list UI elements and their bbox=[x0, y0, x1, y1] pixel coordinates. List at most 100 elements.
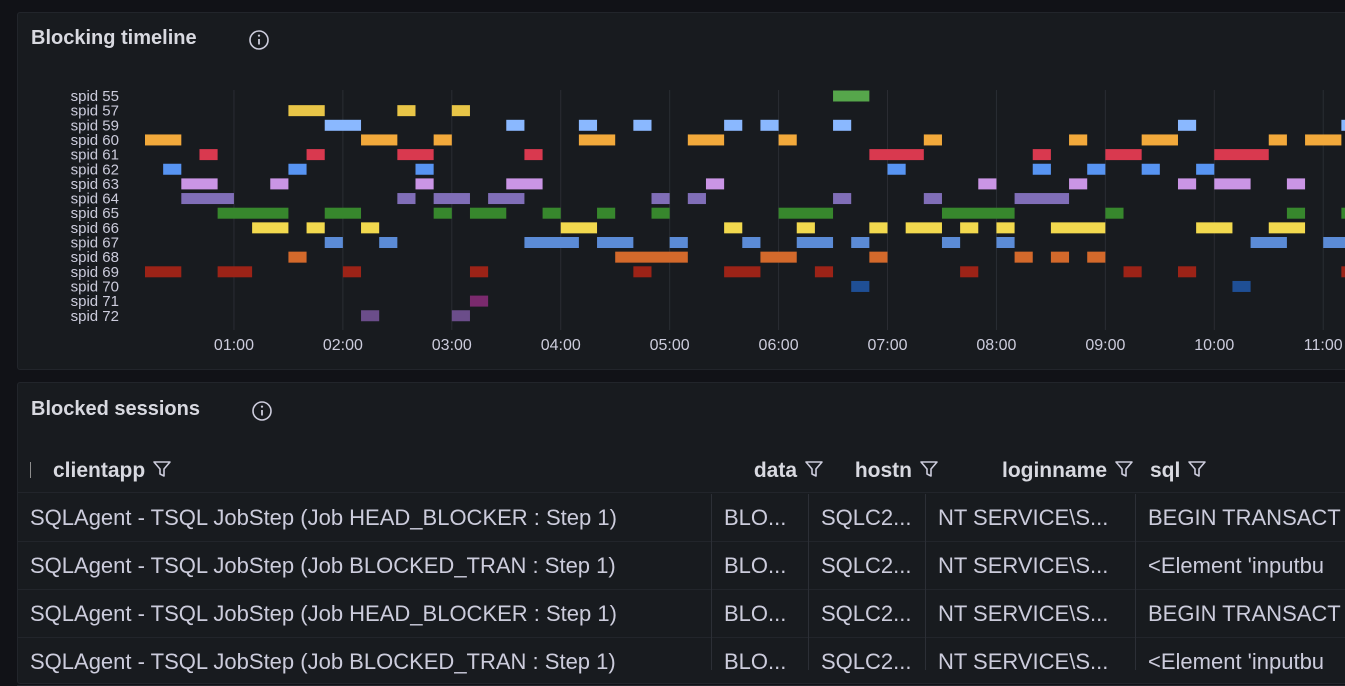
timeline-bar bbox=[379, 237, 398, 248]
timeline-bar bbox=[199, 149, 218, 161]
timeline-bar bbox=[669, 237, 688, 248]
row-label: spid 71 bbox=[71, 293, 119, 310]
column-header[interactable]: hostn bbox=[825, 450, 940, 492]
timeline-bar bbox=[415, 178, 434, 190]
timeline-bar bbox=[1305, 134, 1342, 146]
column-header[interactable]: sql bbox=[1150, 450, 1330, 492]
x-tick-label: 05:00 bbox=[650, 337, 690, 354]
timeline-bar bbox=[288, 163, 307, 175]
timeline-bar bbox=[796, 222, 815, 234]
timeline-bar bbox=[1196, 222, 1233, 234]
table-cell: SQLAgent - TSQL JobStep (Job BLOCKED_TRA… bbox=[17, 638, 711, 686]
table-panel: Blocked sessions bbox=[17, 382, 1345, 684]
filter-icon[interactable] bbox=[1107, 459, 1135, 482]
column-header[interactable]: data bbox=[730, 450, 825, 492]
timeline-bar bbox=[760, 251, 797, 263]
timeline-bar bbox=[324, 237, 343, 248]
row-label: spid 62 bbox=[71, 161, 119, 178]
row-label: spid 59 bbox=[71, 117, 119, 134]
timeline-bar bbox=[542, 207, 561, 219]
timeline-bar bbox=[633, 119, 652, 131]
timeline-bar bbox=[397, 193, 416, 205]
timeline-bar bbox=[361, 222, 380, 234]
timeline-bar bbox=[833, 119, 852, 131]
info-icon[interactable] bbox=[248, 29, 270, 51]
table-cell: <Element 'inputbu bbox=[1135, 542, 1345, 590]
timeline-bar bbox=[724, 119, 743, 131]
timeline-bar bbox=[488, 193, 525, 205]
timeline-bar bbox=[869, 222, 888, 234]
info-icon[interactable] bbox=[251, 400, 273, 422]
timeline-bar bbox=[1050, 222, 1106, 234]
table-cell: BEGIN TRANSACT bbox=[1135, 494, 1345, 542]
timeline-bar bbox=[288, 251, 307, 263]
timeline-bar bbox=[1196, 163, 1215, 175]
timeline-bar bbox=[724, 266, 761, 278]
filter-icon[interactable] bbox=[797, 459, 825, 482]
timeline-bar bbox=[506, 178, 543, 190]
timeline-bar bbox=[361, 310, 380, 322]
column-header[interactable]: loginname bbox=[940, 450, 1135, 492]
table-cell: BLO... bbox=[711, 638, 808, 686]
header-text: loginname bbox=[1001, 459, 1107, 482]
timeline-bar bbox=[597, 207, 616, 219]
table-cell: SQLAgent - TSQL JobStep (Job HEAD_BLOCKE… bbox=[17, 494, 711, 542]
timeline-bar bbox=[687, 193, 706, 205]
header-marker bbox=[30, 462, 31, 478]
panel-title: Blocked sessions bbox=[31, 398, 200, 420]
timeline-bar bbox=[887, 163, 906, 175]
column-header[interactable]: clientapp bbox=[53, 450, 253, 492]
timeline-bar bbox=[1014, 251, 1033, 263]
timeline-bar bbox=[181, 193, 234, 205]
timeline-bar bbox=[724, 222, 743, 234]
timeline-bar bbox=[742, 237, 761, 248]
row-label: spid 66 bbox=[71, 220, 119, 237]
timeline-bar bbox=[397, 105, 416, 117]
timeline-bar bbox=[941, 207, 1015, 219]
timeline-bar bbox=[1069, 178, 1088, 190]
timeline-bar bbox=[306, 149, 325, 161]
table-cell: SQLC2... bbox=[808, 494, 925, 542]
table-cell: BLO... bbox=[711, 542, 808, 590]
timeline-bar bbox=[1177, 178, 1197, 190]
row-label: spid 60 bbox=[71, 132, 119, 149]
x-tick-label: 11:00 bbox=[1304, 337, 1343, 354]
header-text: data bbox=[753, 459, 797, 482]
x-tick-label: 04:00 bbox=[541, 337, 581, 354]
table-cell: BLO... bbox=[711, 590, 808, 638]
timeline-bar bbox=[651, 207, 670, 219]
timeline-bar bbox=[1323, 237, 1345, 248]
filter-icon[interactable] bbox=[912, 459, 940, 482]
x-tick-label: 07:00 bbox=[867, 337, 907, 354]
table-cell: SQLAgent - TSQL JobStep (Job BLOCKED_TRA… bbox=[17, 542, 711, 590]
timeline-bar bbox=[433, 207, 452, 219]
timeline-bar bbox=[578, 119, 598, 131]
filter-icon[interactable] bbox=[145, 459, 173, 482]
timeline-bar bbox=[1087, 251, 1106, 263]
timeline-bar bbox=[597, 237, 634, 248]
table-cell: SQLC2... bbox=[808, 590, 925, 638]
timeline-bar bbox=[342, 266, 362, 278]
timeline-bar bbox=[145, 266, 182, 278]
timeline-bar bbox=[978, 178, 997, 190]
page: Blocking timeline 01:00 02:00 03:00 04:00 05… bbox=[17, 12, 1345, 686]
filter-icon[interactable] bbox=[1180, 459, 1208, 482]
timeline-bar bbox=[397, 149, 434, 161]
timeline-bar bbox=[1141, 163, 1160, 175]
header-border bbox=[17, 492, 1345, 493]
timeline-bar bbox=[1286, 178, 1306, 190]
timeline-bar bbox=[560, 222, 598, 234]
row-label: spid 67 bbox=[71, 235, 119, 252]
row-label: spid 72 bbox=[71, 308, 119, 325]
x-tick-label: 03:00 bbox=[432, 337, 472, 354]
timeline-bar bbox=[923, 193, 942, 205]
header-text: hostn bbox=[854, 459, 912, 482]
row-label: spid 64 bbox=[71, 191, 119, 208]
timeline-bar bbox=[796, 237, 834, 248]
timeline-bar bbox=[1105, 149, 1142, 161]
x-tick-label: 10:00 bbox=[1194, 337, 1234, 354]
timeline-bar bbox=[1177, 266, 1197, 278]
timeline-bar bbox=[960, 222, 979, 234]
timeline-bar bbox=[469, 266, 489, 278]
timeline-bar bbox=[288, 105, 325, 117]
